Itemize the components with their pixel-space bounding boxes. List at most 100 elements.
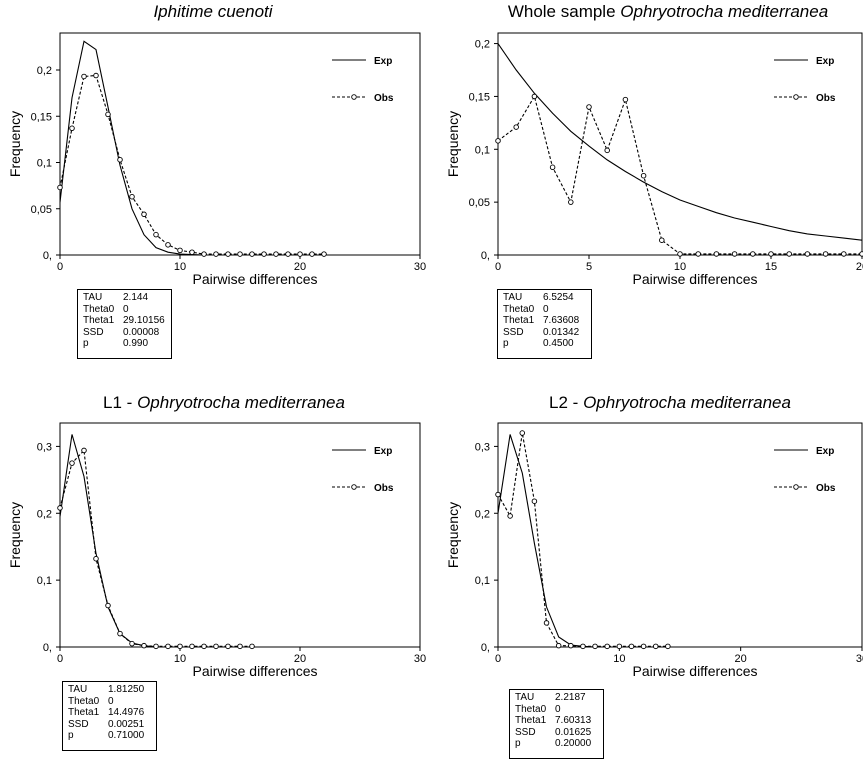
stats-value: 0 xyxy=(108,695,114,707)
obs-point xyxy=(249,643,255,650)
stats-value: 7.63608 xyxy=(543,315,580,326)
obs-point xyxy=(586,104,592,110)
stats-box: TAU 1.81250 Theta0 0 Theta1 14.4976 SSD 0.00251… xyxy=(62,681,157,751)
stats-key: Theta1 xyxy=(68,707,100,718)
legend-obs-label: Obs xyxy=(374,93,394,104)
obs-point xyxy=(513,124,519,130)
obs-point xyxy=(822,251,829,257)
x-tick-label: 10 xyxy=(674,261,686,273)
obs-point xyxy=(859,251,863,257)
obs-point xyxy=(177,247,183,254)
stats-value: 0 xyxy=(555,703,561,715)
obs-point xyxy=(695,251,701,257)
stats-row: SSD 0.00251 xyxy=(68,719,151,731)
obs-point xyxy=(750,251,756,257)
chart-title: L1 - Ophryotrocha mediterranea xyxy=(103,393,345,413)
legend-exp-label: Exp xyxy=(816,446,834,457)
y-tick-label: 0,3 xyxy=(37,441,52,453)
stats-key: Theta1 xyxy=(515,715,547,726)
obs-point xyxy=(549,164,556,171)
obs-point xyxy=(189,249,195,255)
stats-value: 0.990 xyxy=(123,338,149,349)
y-tick-label: 0, xyxy=(43,642,52,654)
y-tick-label: 0,1 xyxy=(475,144,490,156)
obs-point xyxy=(713,251,720,257)
obs-point xyxy=(153,231,159,238)
x-tick-label: 20 xyxy=(294,261,306,273)
stats-box: TAU 6.5254 Theta0 0 Theta1 7.63608 SSD 0.01342 p… xyxy=(497,289,592,359)
stats-row: TAU 1.81250 xyxy=(68,684,151,696)
stats-value: 0.00251 xyxy=(108,718,145,730)
stats-key: p xyxy=(68,730,74,741)
obs-point xyxy=(237,643,243,650)
stats-row: SSD 0.01342 xyxy=(503,327,586,339)
obs-point xyxy=(81,73,87,80)
stats-key: TAU xyxy=(68,684,88,695)
legend-obs-marker xyxy=(793,94,799,100)
stats-value: 6.5254 xyxy=(543,292,574,303)
stats-value: 1.81250 xyxy=(108,684,145,695)
stats-row: Theta1 29.10156 xyxy=(83,315,166,327)
stats-key: p xyxy=(503,338,509,349)
obs-point xyxy=(543,620,550,626)
x-tick-label: 15 xyxy=(765,261,777,273)
legend-obs-label: Obs xyxy=(374,483,394,494)
obs-point xyxy=(81,447,87,454)
stats-value: 0.4500 xyxy=(543,338,574,349)
stats-value: 7.60313 xyxy=(555,715,592,726)
stats-row: p 0.990 xyxy=(83,338,166,350)
stats-row: p 0.20000 xyxy=(515,738,598,750)
x-tick-label: 20 xyxy=(735,653,747,665)
x-tick-label: 10 xyxy=(174,261,186,273)
x-tick-label: 30 xyxy=(414,261,426,273)
stats-value: 2.2187 xyxy=(555,692,586,703)
stats-key: p xyxy=(83,338,89,349)
stats-row: TAU 2.144 xyxy=(83,292,166,304)
series-line-exp xyxy=(59,40,384,256)
obs-point xyxy=(568,642,574,649)
x-axis-label: Pairwise differences xyxy=(632,663,757,679)
legend-exp-label: Exp xyxy=(816,56,834,67)
obs-point xyxy=(285,251,291,257)
stats-value: 0.01625 xyxy=(555,726,592,738)
x-tick-label: 0 xyxy=(57,261,63,273)
obs-point xyxy=(677,251,683,257)
legend-obs-marker xyxy=(351,484,357,490)
obs-point xyxy=(165,643,171,650)
obs-point xyxy=(640,172,647,179)
obs-point xyxy=(57,505,63,511)
y-tick-label: 0,1 xyxy=(475,575,490,587)
obs-point xyxy=(69,125,75,132)
chart-title-species: Ophryotrocha mediterranea xyxy=(583,393,791,412)
y-tick-label: 0,15 xyxy=(469,91,490,103)
obs-point xyxy=(273,251,279,257)
stats-row: TAU 2.2187 xyxy=(515,692,598,704)
stats-value: 0.00008 xyxy=(123,326,160,338)
y-tick-label: 0,05 xyxy=(31,204,52,216)
x-axis-label: Pairwise differences xyxy=(192,271,317,287)
stats-value: 0.01342 xyxy=(543,326,580,338)
obs-point xyxy=(297,251,303,257)
y-axis-label: Frequency xyxy=(445,111,461,177)
stats-key: TAU xyxy=(515,692,535,703)
y-axis-label: Frequency xyxy=(445,502,461,568)
legend-obs-label: Obs xyxy=(816,483,836,494)
x-tick-label: 20 xyxy=(294,653,306,665)
obs-point xyxy=(201,251,207,257)
obs-point xyxy=(592,643,598,650)
obs-point xyxy=(57,184,63,191)
x-tick-label: 30 xyxy=(414,653,426,665)
obs-point xyxy=(213,643,219,650)
obs-point xyxy=(531,93,538,100)
stats-row: SSD 0.00008 xyxy=(83,327,166,339)
obs-point xyxy=(237,251,243,257)
obs-point xyxy=(153,643,159,650)
x-tick-label: 0 xyxy=(495,653,501,665)
chart-title: Iphitime cuenoti xyxy=(153,2,272,22)
obs-point xyxy=(652,643,659,650)
stats-key: Theta0 xyxy=(68,695,100,707)
obs-point xyxy=(731,251,738,257)
obs-point xyxy=(249,251,255,257)
stats-key: SSD xyxy=(68,718,89,730)
